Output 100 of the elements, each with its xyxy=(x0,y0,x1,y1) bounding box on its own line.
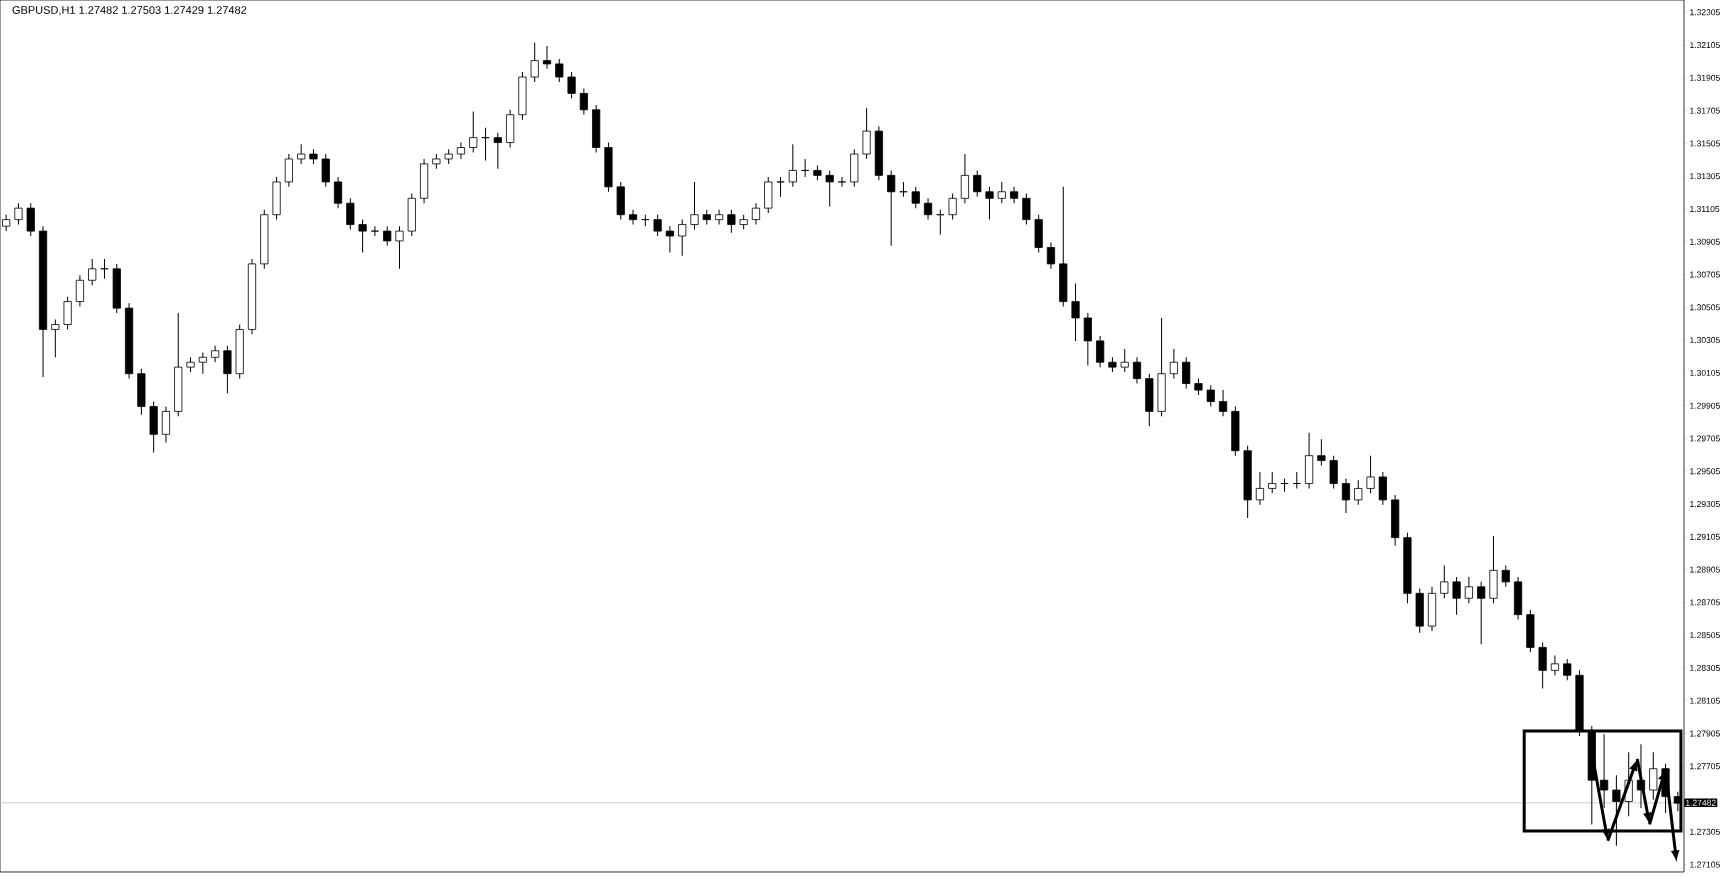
candlestick xyxy=(1120,348,1129,373)
candlestick xyxy=(321,153,330,188)
candlestick xyxy=(862,107,871,160)
y-tick-label: 1.30905 xyxy=(1690,238,1720,245)
candlestick xyxy=(1550,655,1560,676)
candlestick xyxy=(665,225,674,253)
y-tick-label: 1.30105 xyxy=(1690,369,1720,376)
candlestick xyxy=(1022,192,1031,226)
candlestick xyxy=(1071,283,1080,342)
y-tick-label: 1.30305 xyxy=(1690,337,1720,344)
y-tick-label: 1.32105 xyxy=(1690,42,1720,49)
candlestick xyxy=(579,87,588,116)
candlestick xyxy=(837,176,847,188)
y-tick-label: 1.30505 xyxy=(1690,304,1720,311)
candlestick xyxy=(63,296,72,330)
candlestick xyxy=(1329,455,1338,489)
candlestick xyxy=(395,225,404,270)
candlestick xyxy=(198,351,207,375)
candlestick xyxy=(923,197,933,221)
candlestick xyxy=(14,202,23,226)
candlestick xyxy=(542,45,552,70)
candlestick xyxy=(1440,564,1449,599)
candlestick xyxy=(161,405,171,444)
candlestick xyxy=(997,181,1006,204)
candlestick xyxy=(690,181,699,230)
candlestick xyxy=(751,202,761,226)
candlestick xyxy=(297,143,306,165)
y-tick-label: 1.28305 xyxy=(1690,664,1720,671)
candlestick xyxy=(333,176,343,209)
candlestick xyxy=(88,258,97,286)
candlestick xyxy=(51,319,60,358)
candlestick xyxy=(26,202,35,237)
y-tick-label: 1.27705 xyxy=(1690,763,1720,770)
y-tick-label: 1.27305 xyxy=(1690,828,1720,835)
candlestick xyxy=(948,192,957,221)
candlestick xyxy=(985,186,994,221)
candlestick xyxy=(530,42,539,83)
candlestick xyxy=(1010,186,1019,204)
candlestick xyxy=(469,110,478,153)
candlestick xyxy=(1563,658,1572,681)
candlestick xyxy=(555,58,564,83)
candlestick xyxy=(493,132,502,170)
candlestick xyxy=(1317,438,1326,466)
candlestick xyxy=(211,345,220,363)
candlestick xyxy=(567,71,576,99)
y-tick-label: 1.32305 xyxy=(1690,9,1720,16)
candlestick xyxy=(346,197,355,230)
y-tick-label: 1.29105 xyxy=(1690,533,1720,540)
candlestick xyxy=(1132,356,1142,385)
y-tick-label: 1.29705 xyxy=(1690,435,1720,442)
candlestick xyxy=(1046,242,1056,270)
y-tick-label: 1.29505 xyxy=(1690,468,1720,475)
candlestick xyxy=(1096,335,1105,368)
candlestick xyxy=(223,345,232,394)
y-tick-label: 1.28505 xyxy=(1690,632,1720,639)
candlestick xyxy=(653,214,662,237)
candlestick xyxy=(960,153,970,204)
candlestick xyxy=(284,153,293,188)
y-tick-label: 1.31705 xyxy=(1690,107,1720,114)
candlestick xyxy=(358,219,367,253)
y-tick-label: 1.31305 xyxy=(1690,173,1720,180)
candlestick xyxy=(1341,478,1351,514)
y-tick-label: 1.27105 xyxy=(1690,861,1720,868)
candlestick xyxy=(1354,479,1363,506)
candlestick xyxy=(628,209,638,226)
y-tick-label: 1.31905 xyxy=(1690,74,1720,81)
candlestick xyxy=(1169,348,1178,380)
candlestick xyxy=(973,169,982,198)
candlestick xyxy=(75,274,84,307)
y-tick-label: 1.30705 xyxy=(1690,271,1720,278)
y-tick-label: 1.29905 xyxy=(1690,402,1720,409)
candlestick xyxy=(1477,581,1486,645)
y-tick-label: 1.31105 xyxy=(1690,205,1720,212)
candlestick xyxy=(1366,455,1375,494)
y-tick-label: 1.28105 xyxy=(1690,697,1720,704)
candlestick xyxy=(1182,356,1191,389)
candlestick xyxy=(1501,564,1510,588)
candlestick xyxy=(1464,576,1473,604)
y-tick-label: 1.27905 xyxy=(1690,730,1720,737)
candlestick xyxy=(911,186,920,209)
y-tick-label: 1.31505 xyxy=(1690,140,1720,147)
candlestick xyxy=(1378,471,1387,506)
candlestick xyxy=(715,209,724,226)
y-tick-label: 1.28705 xyxy=(1690,599,1720,606)
candlestick xyxy=(678,219,687,257)
candlestick xyxy=(1083,312,1092,366)
candlestick xyxy=(1255,471,1265,506)
candlestick xyxy=(788,143,797,188)
candlestick xyxy=(456,142,466,160)
candlestick xyxy=(727,209,736,234)
candlestick xyxy=(825,169,834,208)
ref-line-label: 1.27482 xyxy=(1686,799,1716,806)
candlestick xyxy=(383,225,392,247)
candlestick xyxy=(1206,384,1215,407)
candlestick xyxy=(887,169,896,247)
candlestick xyxy=(370,225,379,237)
y-tick-label: 1.28905 xyxy=(1690,566,1720,573)
y-tick-label: 1.29305 xyxy=(1690,501,1720,508)
candlestick xyxy=(1452,576,1461,616)
candlestick xyxy=(1538,642,1547,689)
